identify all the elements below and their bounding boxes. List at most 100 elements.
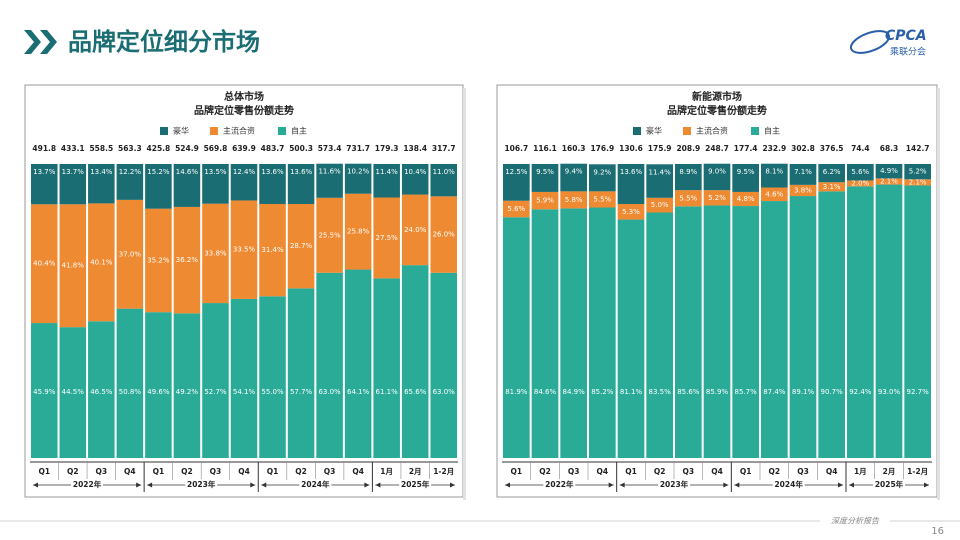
- chart-subtitle: 品牌定位零售份额走势: [194, 104, 294, 117]
- bar-segment: [503, 200, 530, 218]
- value-label: 49.2%: [176, 388, 199, 396]
- x-tick-label: Q2: [295, 467, 307, 476]
- x-tick-label: Q1: [38, 467, 50, 476]
- value-label: 3.1%: [823, 183, 841, 191]
- total-label: 491.8: [32, 144, 56, 153]
- x-tick-label: Q3: [568, 467, 580, 476]
- value-label: 13.6%: [290, 168, 313, 176]
- bar-segment: [732, 191, 759, 207]
- chart-title: 新能源市场: [692, 90, 742, 103]
- bar-segment: [202, 164, 229, 204]
- bar-segment: [503, 164, 530, 201]
- bar-segment: [88, 203, 115, 322]
- group-label: 2025年: [401, 479, 430, 489]
- value-label: 84.6%: [534, 388, 557, 396]
- total-label: 433.1: [61, 144, 85, 153]
- legend-label: 豪华: [173, 126, 189, 136]
- bar-segment: [761, 201, 788, 458]
- legend-swatch: [210, 127, 218, 135]
- bar-segment: [617, 203, 645, 220]
- x-tick-label: Q3: [324, 467, 336, 476]
- x-tick-label: Q4: [826, 467, 838, 476]
- bar-segment: [316, 197, 343, 273]
- value-label: 11.4%: [649, 168, 672, 176]
- bar-segment: [617, 219, 645, 458]
- bar-segment: [88, 321, 115, 458]
- value-label: 54.1%: [233, 388, 256, 396]
- logo-icon: [849, 30, 891, 54]
- value-label: 13.6%: [620, 168, 643, 176]
- x-tick-label: Q3: [210, 467, 222, 476]
- group-label: 2024年: [301, 479, 330, 489]
- value-label: 4.8%: [737, 195, 755, 203]
- value-label: 57.7%: [290, 388, 313, 396]
- bar-segment: [287, 164, 315, 204]
- bar-segment: [173, 313, 201, 458]
- legend-swatch: [160, 127, 168, 135]
- bar-segment: [31, 323, 58, 458]
- value-label: 9.5%: [536, 168, 554, 176]
- legend-label: 自主: [764, 126, 780, 136]
- value-label: 9.0%: [708, 168, 726, 176]
- x-tick-label: Q2: [769, 467, 781, 476]
- bar-segment: [703, 163, 731, 191]
- x-tick-label: Q1: [153, 467, 165, 476]
- value-label: 9.2%: [593, 168, 611, 176]
- x-tick-label: Q3: [797, 467, 809, 476]
- value-label: 5.5%: [679, 194, 697, 202]
- value-label: 28.7%: [290, 242, 313, 250]
- footer-bg: [820, 514, 890, 528]
- x-tick-label: Q3: [683, 467, 695, 476]
- bar-segment: [617, 164, 645, 204]
- value-label: 46.5%: [90, 388, 113, 396]
- value-label: 41.8%: [62, 262, 85, 270]
- logo-sub: 乘联分会: [890, 46, 926, 58]
- value-label: 92.4%: [849, 388, 872, 396]
- value-label: 81.9%: [505, 388, 528, 396]
- x-tick-label: Q1: [625, 467, 637, 476]
- bar-segment: [761, 163, 788, 188]
- value-label: 14.6%: [176, 168, 199, 176]
- bar-segment: [287, 203, 315, 289]
- value-label: 25.5%: [318, 231, 341, 239]
- value-label: 81.1%: [620, 388, 643, 396]
- bar-segment: [202, 203, 229, 304]
- bar-segment: [31, 164, 58, 205]
- bar-segment: [847, 164, 874, 181]
- x-tick-label: Q1: [511, 467, 523, 476]
- x-tick-label: 1-2月: [907, 467, 928, 476]
- total-label: 232.9: [762, 144, 786, 153]
- value-label: 5.0%: [651, 201, 669, 209]
- bar-segment: [259, 164, 286, 204]
- value-label: 13.5%: [204, 168, 227, 176]
- bar-segment: [59, 204, 87, 328]
- bar-segment: [818, 182, 845, 192]
- group-label-bg: [399, 479, 432, 491]
- panel-shadow: [463, 88, 466, 500]
- bar-segment: [31, 204, 58, 324]
- value-label: 87.4%: [763, 388, 786, 396]
- value-label: 2.0%: [851, 179, 869, 187]
- legend-swatch: [278, 127, 286, 135]
- bar-segment: [789, 164, 817, 185]
- value-label: 64.1%: [347, 388, 370, 396]
- total-label: 731.7: [346, 144, 370, 153]
- value-label: 5.8%: [565, 196, 583, 204]
- bar-segment: [589, 191, 616, 208]
- bar-segment: [904, 179, 931, 186]
- x-tick-label: Q4: [124, 467, 136, 476]
- total-label: 248.7: [705, 144, 729, 153]
- total-label: 639.9: [232, 144, 256, 153]
- bar-segment: [344, 269, 372, 458]
- value-label: 90.7%: [821, 388, 844, 396]
- value-label: 11.4%: [376, 168, 399, 176]
- bar-segment: [675, 206, 702, 458]
- x-tick-label: 2月: [409, 467, 422, 476]
- bar-segment: [230, 164, 258, 201]
- value-label: 85.2%: [591, 388, 614, 396]
- total-label: 106.7: [504, 144, 528, 153]
- group-label-bg: [185, 479, 218, 491]
- x-tick-label: Q4: [711, 467, 723, 476]
- group-label-bg: [873, 479, 905, 491]
